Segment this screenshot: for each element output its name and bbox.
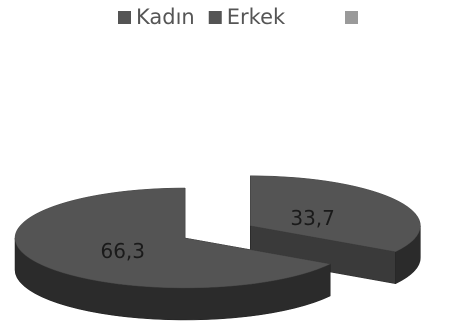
slice	[14, 187, 332, 289]
legend-label: Erkek	[227, 5, 286, 29]
slice	[250, 175, 421, 253]
value-label: 33,7	[290, 206, 335, 230]
legend-swatch	[118, 11, 131, 24]
legend-label: Kadın	[136, 5, 195, 29]
legend: Kadın Erkek	[118, 5, 286, 29]
value-label: 66,3	[100, 239, 145, 263]
pie: 33,7 66,3	[14, 175, 421, 321]
legend-swatch	[345, 11, 358, 24]
legend-swatch	[208, 11, 222, 24]
